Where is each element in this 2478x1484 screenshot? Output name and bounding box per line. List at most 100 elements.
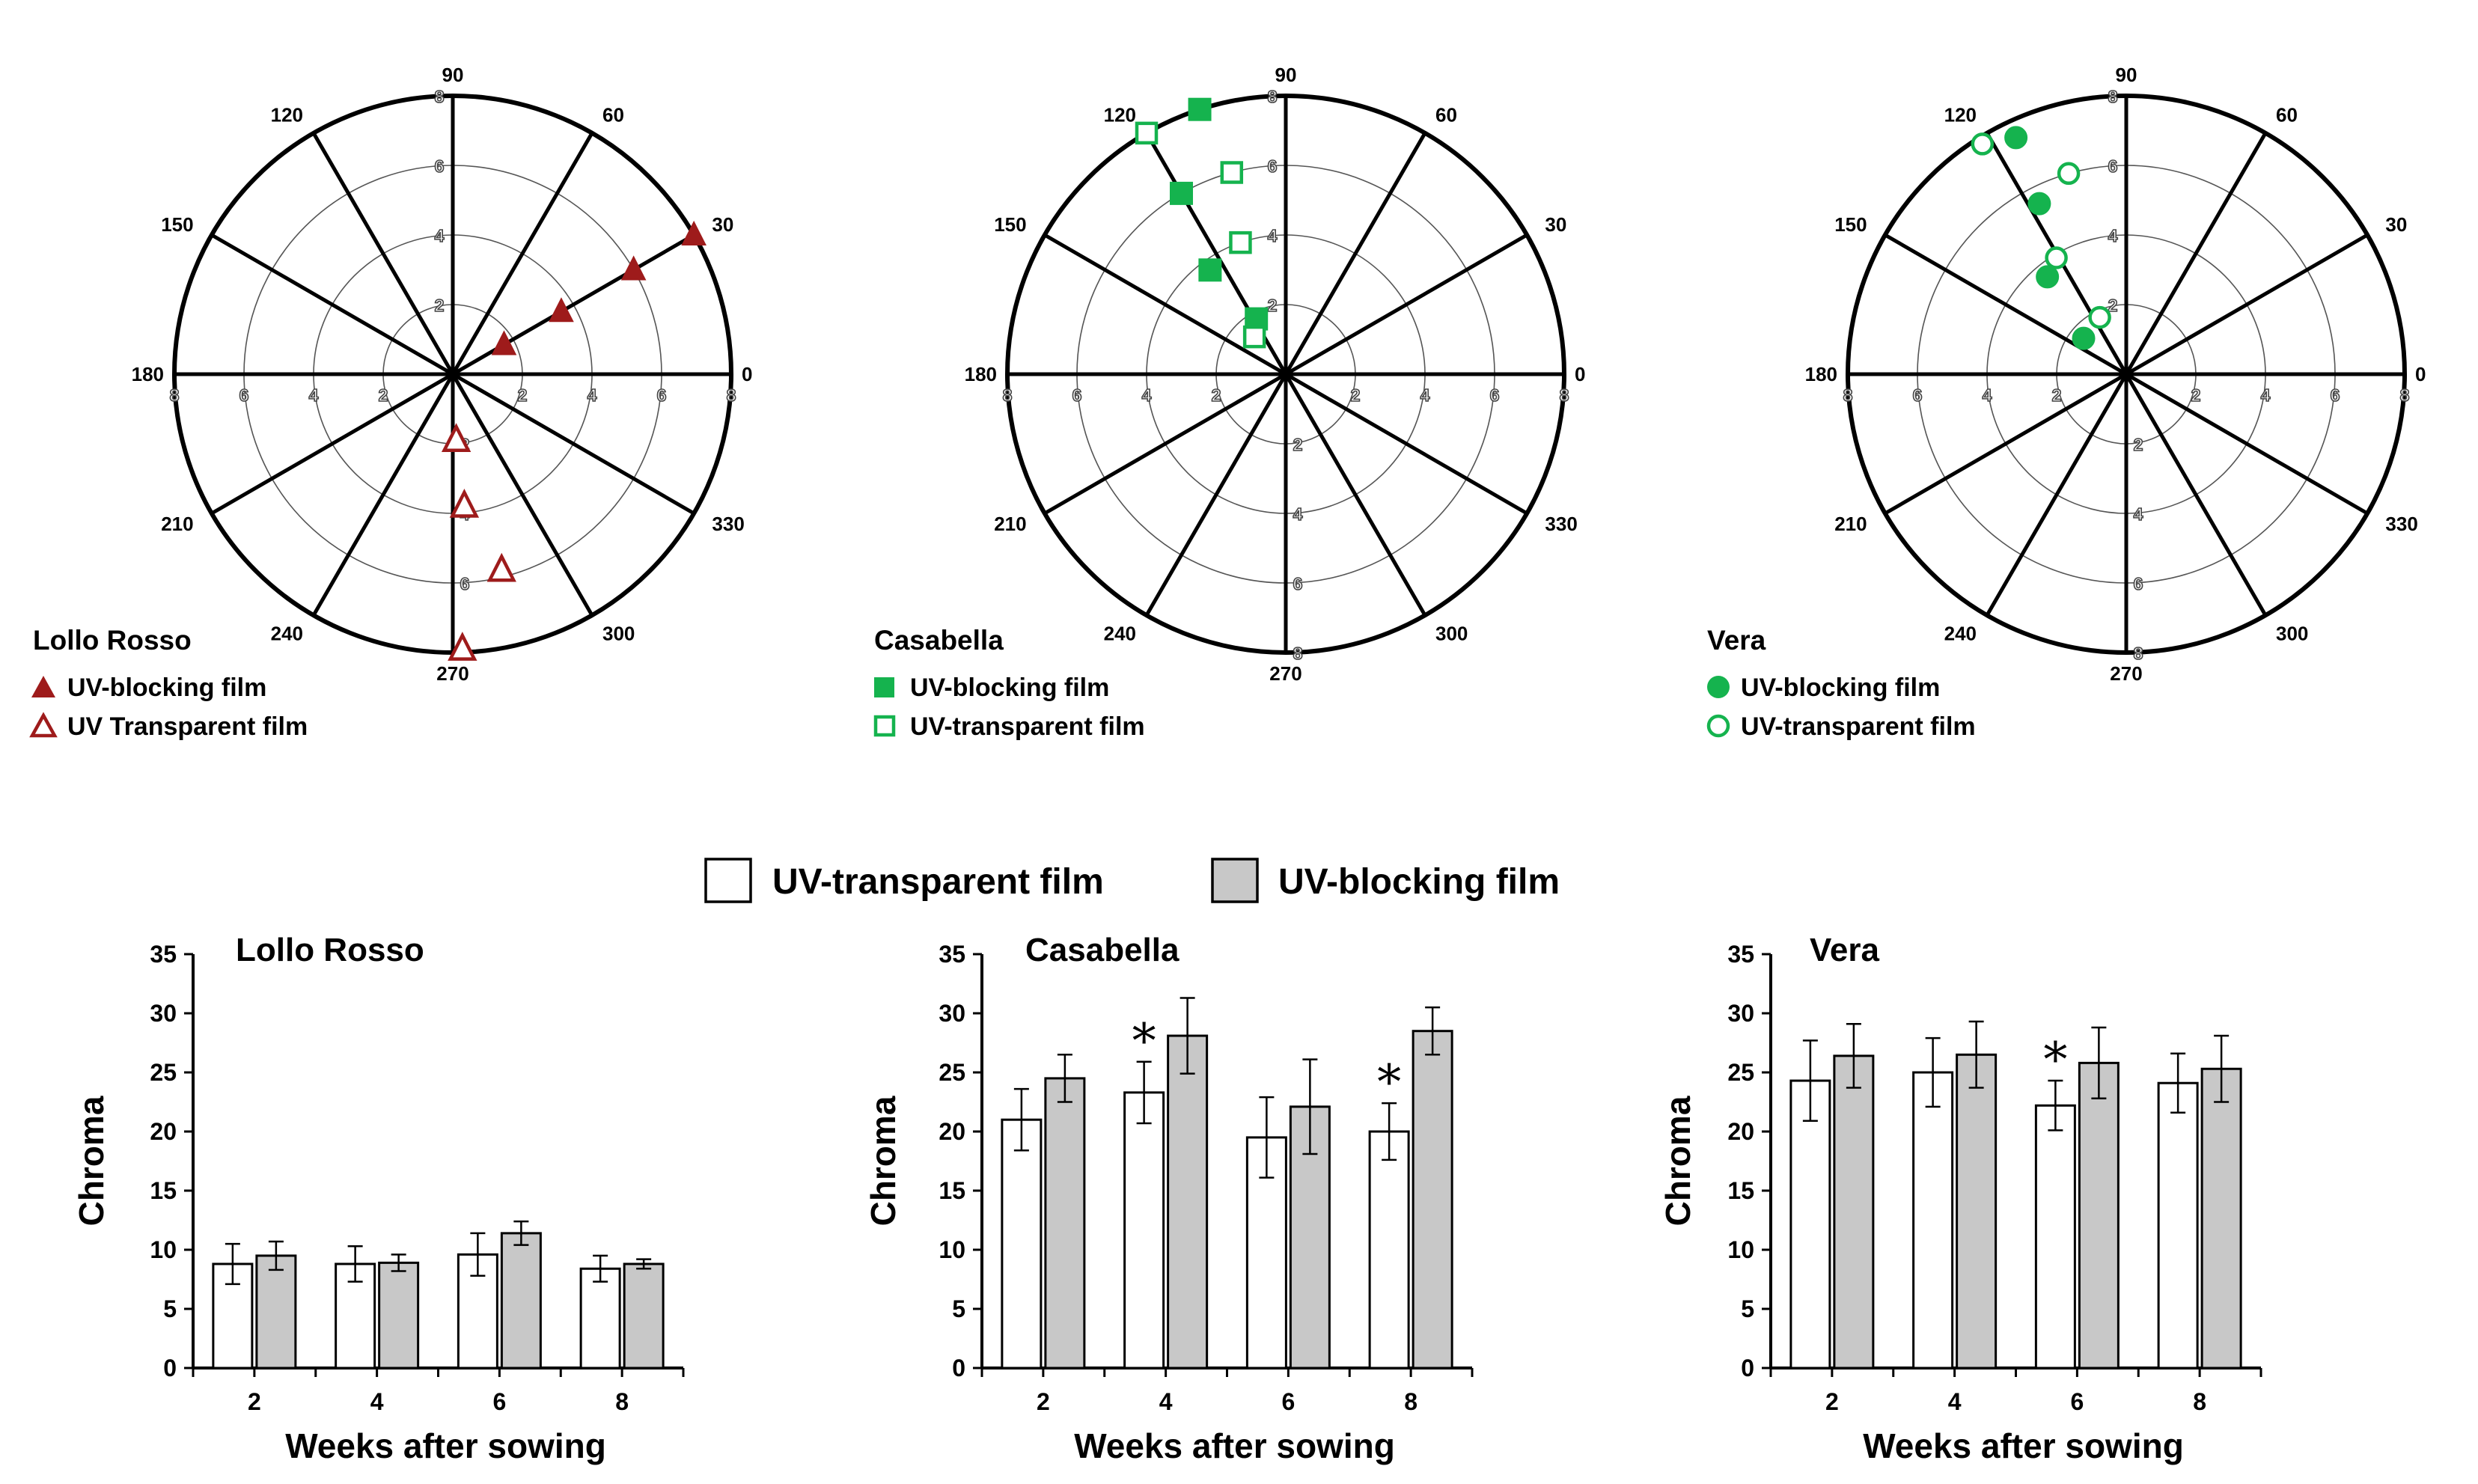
angle-label: 30	[712, 213, 733, 236]
y-axis-title: Chroma	[72, 1096, 111, 1226]
legend-title: Lollo Rosso	[33, 625, 192, 656]
radial-tick-label: 8	[727, 385, 736, 405]
angle-spoke	[1284, 372, 1528, 516]
y-tick-label: 20	[1727, 1118, 1754, 1145]
bar-chart-casabella: Casabella Chroma Weeks after sowing 0 5 10 15 2…	[864, 932, 1474, 1465]
data-point-uv-transparent-film	[2088, 305, 2111, 329]
angle-label: 90	[2116, 64, 2137, 86]
y-tick-label: 30	[939, 1000, 965, 1027]
radial-tick-label: 2	[2134, 435, 2143, 454]
radial-tick-label: 8	[2108, 87, 2118, 106]
radial-tick-label: 8	[1268, 87, 1278, 106]
y-tick-label: 15	[939, 1177, 965, 1204]
bar-uv-transparent-film	[1912, 1071, 1954, 1370]
x-tick-label: 8	[1404, 1388, 1417, 1415]
radial-tick-label: 4	[309, 385, 319, 405]
data-point-uv-transparent-film	[1971, 132, 1995, 156]
radial-tick-label: 2	[2108, 296, 2118, 315]
y-tick-label: 0	[163, 1355, 177, 1381]
angle-label: 210	[994, 513, 1026, 535]
angle-label: 150	[1834, 213, 1867, 236]
radial-tick-label: 2	[1351, 385, 1361, 405]
x-tick-label: 2	[1825, 1388, 1839, 1415]
legend-label-blocking: UV-blocking film	[910, 674, 1109, 702]
data-point-uv-transparent-film	[1229, 230, 1252, 254]
angle-label: 240	[1104, 622, 1136, 644]
angle-label: 300	[2276, 622, 2308, 644]
data-point-uv-blocking-film	[549, 297, 574, 323]
x-tick-label: 6	[1281, 1388, 1295, 1415]
x-tick-label: 8	[615, 1388, 629, 1415]
radial-tick-label: 8	[170, 385, 180, 405]
angle-spoke	[311, 373, 455, 617]
data-point-uv-blocking-film	[1170, 181, 1193, 205]
y-tick-label: 15	[1727, 1177, 1754, 1204]
bar-uv-blocking-film	[500, 1232, 542, 1370]
y-tick-label: 20	[939, 1118, 965, 1145]
bar-uv-transparent-film	[2034, 1104, 2076, 1370]
legend-label-blocking: UV-blocking film	[1278, 862, 1560, 902]
radial-tick-label: 8	[1003, 385, 1013, 405]
y-tick-label: 5	[1741, 1295, 1754, 1322]
legend-label-transparent: UV-transparent film	[772, 862, 1104, 902]
radial-tick-label: 6	[239, 385, 249, 405]
polar-legend-casabella: Casabella UV-blocking film UV-transparen…	[873, 625, 1145, 741]
radial-tick-label: 6	[2134, 574, 2143, 593]
angle-spoke	[2124, 132, 2268, 376]
legend-marker-filled-circle	[1707, 676, 1730, 698]
polar-chart-casabella: 0 30 60 90 120 150 180 210 240 270 300 330 2 2 2 2 4 4 4 4 6…	[965, 64, 1586, 685]
angle-spoke	[1985, 373, 2128, 617]
angle-spoke	[451, 132, 594, 376]
angle-label: 210	[161, 513, 193, 535]
bar-uv-transparent-film	[1001, 1118, 1043, 1370]
data-point-uv-blocking-film	[491, 330, 517, 355]
angle-label: 90	[1275, 64, 1297, 86]
bar-uv-blocking-film	[1956, 1053, 1998, 1370]
angle-spoke	[451, 373, 594, 617]
radial-tick-label: 2	[2191, 385, 2201, 405]
y-tick-label: 35	[939, 941, 965, 968]
data-point-uv-blocking-film	[681, 220, 707, 245]
bar-uv-transparent-film	[1789, 1079, 1831, 1370]
y-tick-label: 25	[150, 1059, 177, 1086]
polar-chart-vera: 0 30 60 90 120 150 180 210 240 270 300 330 2 2 2 2 4 4 4 4 6…	[1805, 64, 2426, 685]
data-point-uv-transparent-film	[441, 423, 472, 452]
bar-uv-blocking-film	[1833, 1054, 1875, 1370]
radial-tick-label: 2	[518, 385, 528, 405]
x-tick-label: 4	[1948, 1388, 1962, 1415]
radial-tick-label: 8	[1843, 385, 1853, 405]
angle-label: 180	[1805, 363, 1837, 385]
y-tick-label: 0	[1741, 1355, 1754, 1381]
y-axis-title: Chroma	[1658, 1096, 1697, 1226]
angle-spoke	[210, 233, 454, 376]
angle-label: 60	[1435, 104, 1457, 126]
chart-title: Vera	[1810, 932, 1880, 968]
y-tick-label: 10	[939, 1236, 965, 1263]
legend-title: Vera	[1707, 625, 1766, 656]
angle-label: 330	[712, 513, 744, 535]
angle-spoke	[1284, 132, 1427, 376]
legend-label-transparent: UV Transparent film	[67, 712, 308, 741]
angle-spoke	[311, 132, 455, 376]
radial-tick-label: 2	[435, 296, 445, 315]
radial-tick-label: 4	[1420, 385, 1430, 405]
bar-chart-lollo-rosso: Lollo Rosso Chroma Weeks after sowing 0 5 10 1…	[72, 932, 685, 1465]
angle-spoke	[1144, 373, 1288, 617]
bar-uv-blocking-film	[623, 1262, 665, 1370]
y-tick-label: 5	[952, 1295, 965, 1322]
data-point-uv-blocking-film	[1188, 97, 1212, 121]
y-tick-label: 10	[1727, 1236, 1754, 1263]
angle-label: 240	[271, 622, 303, 644]
bar-uv-transparent-film	[1368, 1130, 1410, 1370]
legend-marker-open-triangle	[29, 712, 58, 738]
data-point-uv-blocking-film	[2072, 326, 2096, 350]
polar-chart-lollo-rosso: 0306090120150180210240270300330222244446…	[132, 64, 753, 685]
bar-uv-blocking-film	[255, 1254, 297, 1370]
angle-label: 210	[1834, 513, 1867, 535]
angle-spoke	[2124, 373, 2268, 617]
bar-uv-transparent-film	[579, 1267, 621, 1370]
angle-label: 60	[2276, 104, 2298, 126]
x-axis-title: Weeks after sowing	[1863, 1426, 2184, 1465]
data-point-uv-transparent-film	[2057, 162, 2081, 186]
